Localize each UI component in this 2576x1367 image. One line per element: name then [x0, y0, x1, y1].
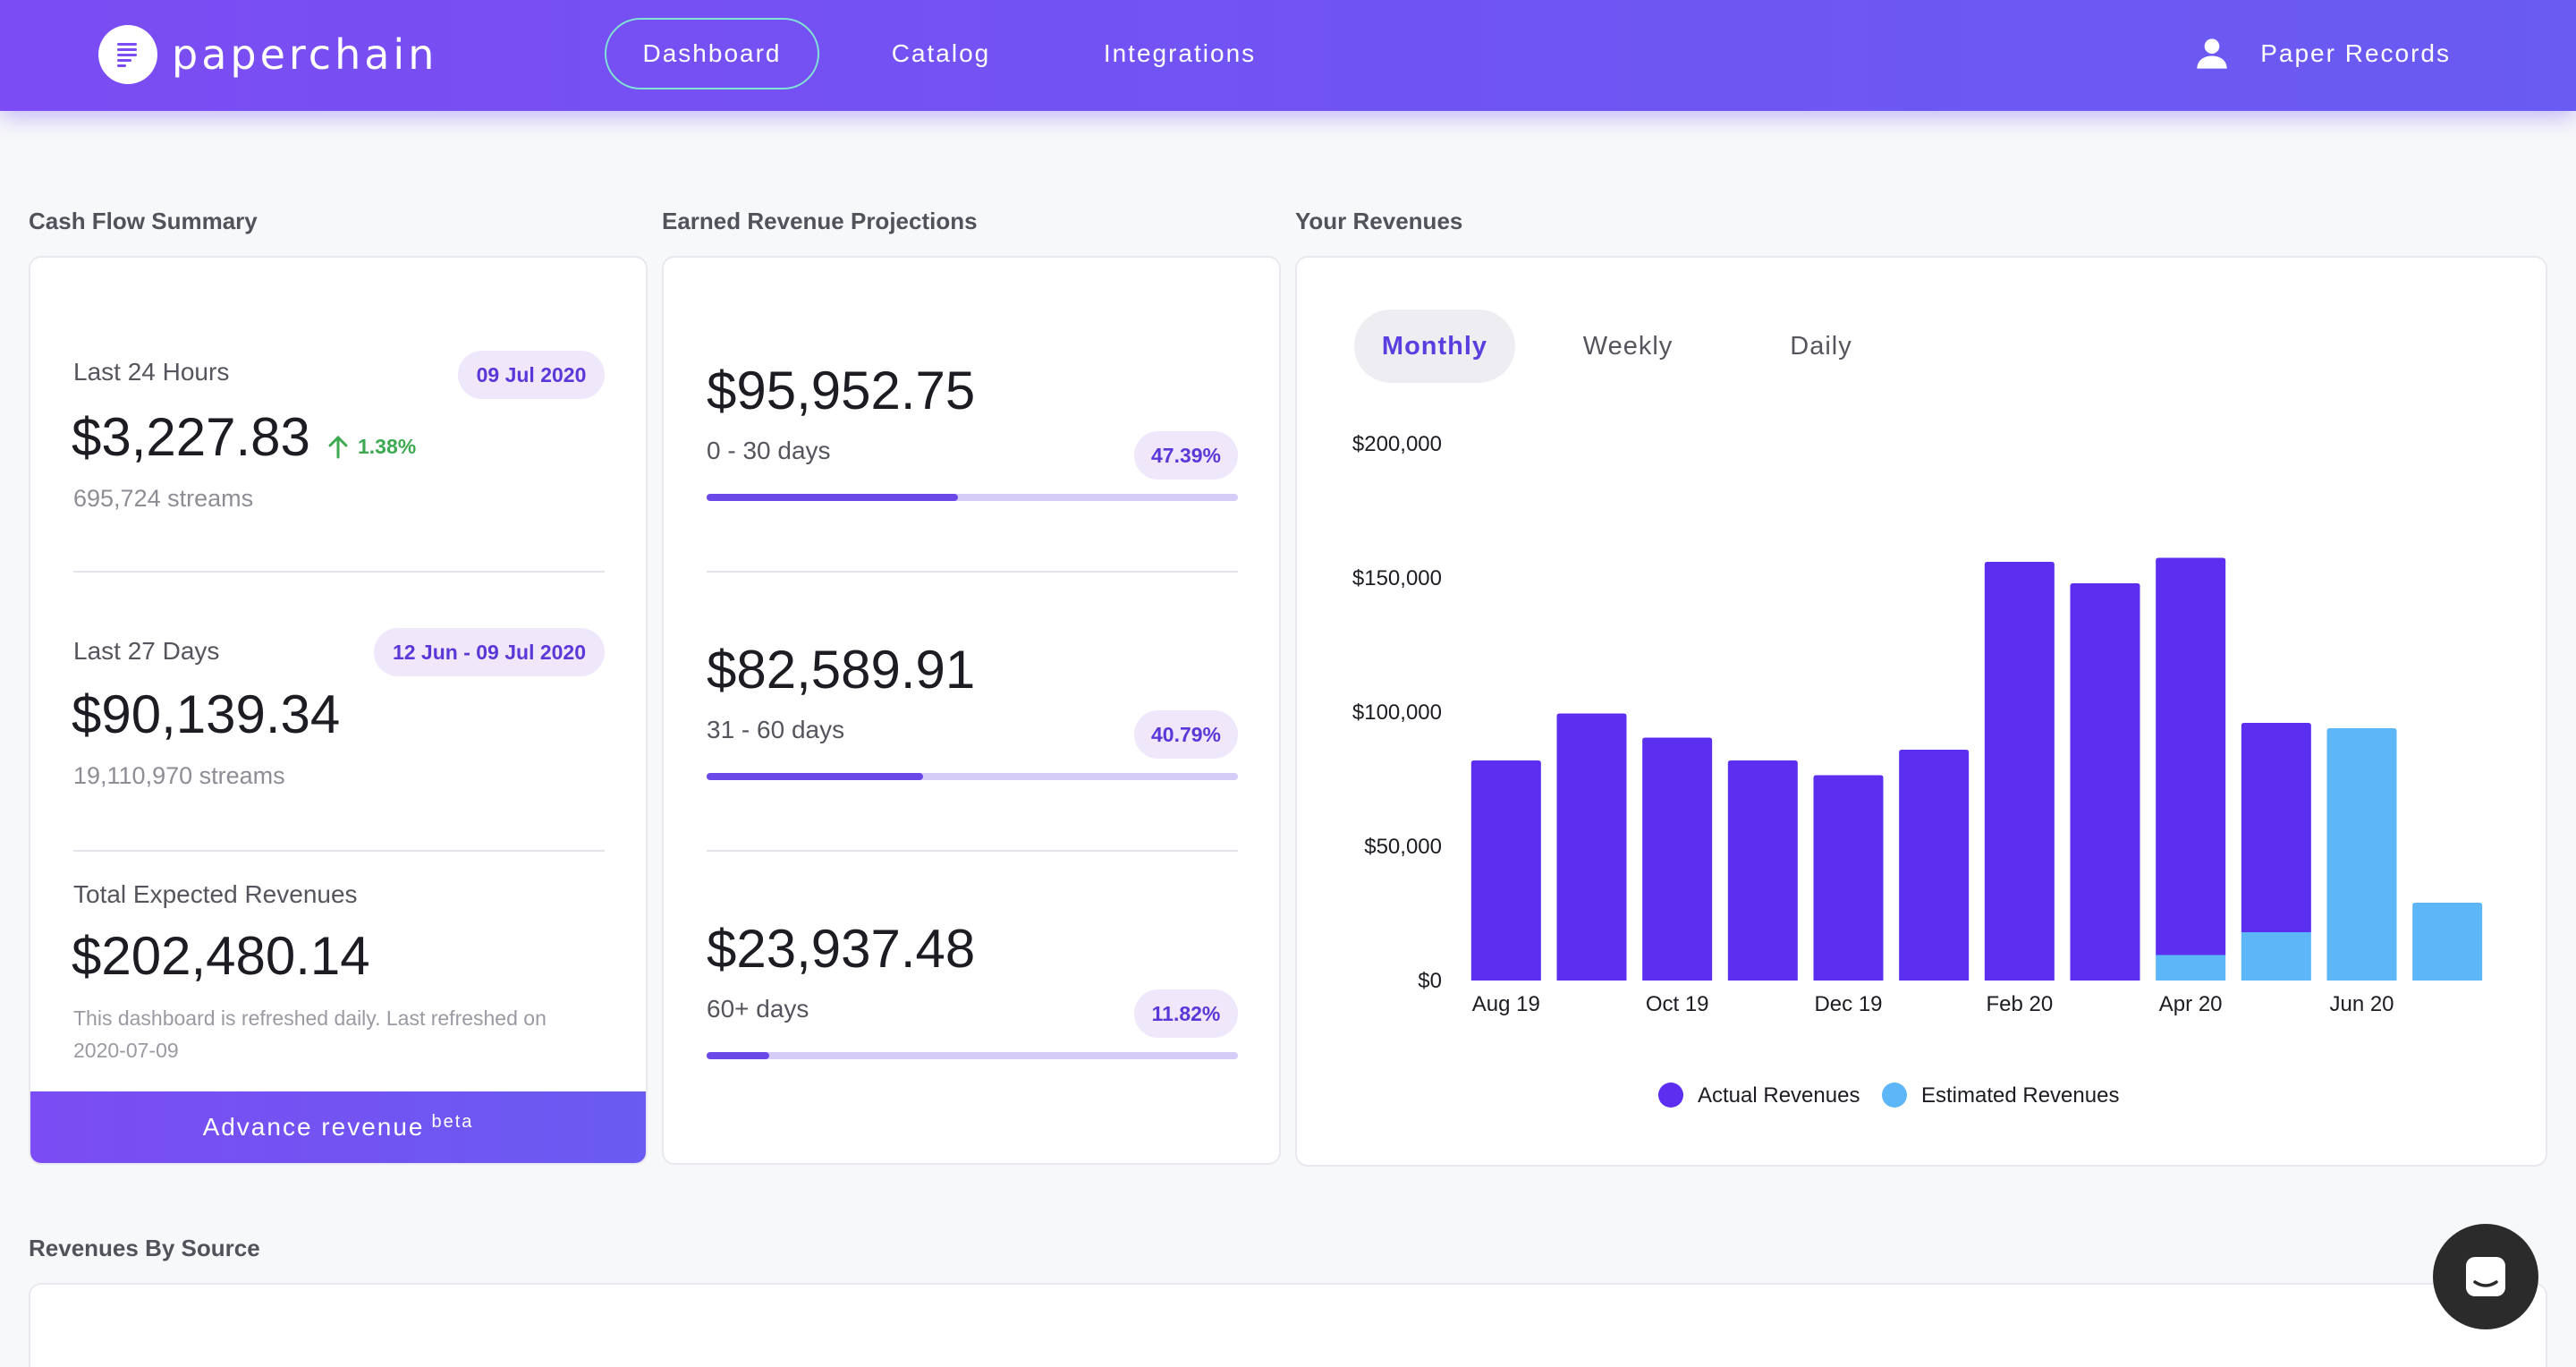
divider	[707, 571, 1238, 573]
actual-revenue-bar	[1984, 562, 2055, 981]
projection-progress-fill	[707, 773, 924, 780]
actual-revenue-bar	[1642, 737, 1713, 981]
tab-monthly[interactable]: Monthly	[1354, 310, 1515, 383]
projection-percent-badge: 40.79%	[1134, 710, 1238, 759]
logo[interactable]: paperchain	[98, 25, 437, 84]
top-navigation-bar: paperchain Dashboard Catalog Integration…	[0, 0, 2576, 111]
user-menu[interactable]: Paper Records	[2194, 25, 2451, 82]
advance-revenue-label: Advance revenue	[202, 1113, 425, 1141]
paperchain-logo-icon	[98, 25, 157, 84]
cash-flow-title: Cash Flow Summary	[29, 208, 258, 234]
user-name: Paper Records	[2260, 39, 2451, 67]
projection-range: 31 - 60 days	[707, 716, 845, 743]
change-percent: 1.38%	[358, 435, 417, 458]
last-24-hours-date-badge: 09 Jul 2020	[458, 351, 605, 399]
projection-progress-fill	[707, 494, 959, 501]
legend-estimated-label: Estimated Revenues	[1921, 1083, 2119, 1108]
projection-amount: $23,937.48	[707, 919, 976, 979]
total-expected-label: Total Expected Revenues	[73, 880, 358, 908]
x-tick-label: Oct 19	[1646, 992, 1709, 1016]
projection-progress-track	[707, 1052, 1238, 1059]
projection-percent-badge: 11.82%	[1134, 989, 1238, 1038]
x-tick-label: Dec 19	[1814, 992, 1882, 1016]
actual-revenue-bar	[1727, 760, 1798, 981]
x-tick-label: Aug 19	[1472, 992, 1540, 1016]
nav-catalog[interactable]: Catalog	[891, 39, 991, 67]
revenues-title: Your Revenues	[1295, 208, 1463, 234]
x-tick-label: Apr 20	[2159, 992, 2223, 1016]
last-24-hours-amount: $3,227.83	[72, 407, 310, 467]
actual-revenue-bar	[1556, 713, 1627, 981]
last-24-hours-label: Last 24 Hours	[73, 358, 230, 386]
actual-revenue-bar	[2156, 557, 2226, 955]
projection-amount: $82,589.91	[707, 640, 976, 700]
nav-integrations[interactable]: Integrations	[1103, 39, 1257, 67]
logo-text: paperchain	[172, 30, 438, 79]
change-indicator: 1.38%	[327, 435, 416, 459]
last-27-days-streams: 19,110,970 streams	[73, 762, 285, 789]
divider	[73, 571, 605, 573]
actual-revenue-bar	[2070, 583, 2140, 981]
beta-tag: beta	[431, 1111, 474, 1132]
projection-range: 0 - 30 days	[707, 437, 831, 464]
refresh-note: This dashboard is refreshed daily. Last …	[73, 1006, 547, 1062]
user-icon	[2197, 38, 2227, 69]
actual-revenue-bar	[1470, 760, 1541, 981]
total-expected-amount: $202,480.14	[72, 926, 370, 986]
projection-progress-fill	[707, 1052, 770, 1059]
divider	[73, 850, 605, 852]
tab-weekly[interactable]: Weekly	[1582, 331, 1674, 361]
nav-dashboard[interactable]: Dashboard	[605, 18, 819, 89]
x-tick-label: Jun 20	[2329, 992, 2394, 1016]
chat-launcher-button[interactable]	[2433, 1224, 2538, 1329]
divider	[707, 850, 1238, 852]
tab-daily[interactable]: Daily	[1790, 331, 1852, 361]
y-tick-label: $150,000	[1352, 566, 1442, 590]
chat-icon	[2466, 1257, 2505, 1296]
y-tick-label: $100,000	[1352, 700, 1442, 725]
projections-card: $95,952.75 0 - 30 days 47.39% $82,589.91…	[662, 256, 1281, 1165]
last-24-hours-streams: 695,724 streams	[73, 485, 254, 512]
cash-flow-card: Last 24 Hours 09 Jul 2020 $3,227.83 1.38…	[29, 256, 648, 1165]
last-27-days-label: Last 27 Days	[73, 637, 220, 665]
actual-revenue-bar	[2241, 723, 2311, 932]
projection-progress-track	[707, 773, 1238, 780]
projection-range: 60+ days	[707, 995, 809, 1023]
y-tick-label: $200,000	[1352, 432, 1442, 456]
actual-revenue-bar	[1899, 750, 1970, 981]
advance-revenue-button[interactable]: Advance revenue beta	[30, 1091, 646, 1163]
projection-progress-track	[707, 494, 1238, 501]
legend-actual-label: Actual Revenues	[1698, 1083, 1860, 1108]
estimated-revenue-bar	[2241, 932, 2311, 981]
estimated-revenue-bar	[2326, 728, 2397, 981]
x-tick-label: Feb 20	[1986, 992, 2053, 1016]
projection-percent-badge: 47.39%	[1134, 431, 1238, 480]
legend-actual-marker	[1658, 1083, 1683, 1108]
estimated-revenue-bar	[2156, 955, 2226, 981]
y-tick-label: $50,000	[1364, 835, 1442, 859]
revenues-by-source-title: Revenues By Source	[29, 1235, 260, 1261]
arrow-up-icon	[328, 435, 348, 458]
projection-amount: $95,952.75	[707, 361, 976, 420]
y-tick-label: $0	[1418, 969, 1442, 993]
last-27-days-date-badge: 12 Jun - 09 Jul 2020	[374, 628, 605, 676]
revenues-by-source-card	[29, 1283, 2547, 1367]
actual-revenue-bar	[1813, 775, 1884, 981]
legend-estimated-marker	[1882, 1083, 1907, 1108]
projections-title: Earned Revenue Projections	[662, 208, 978, 234]
revenues-card	[1295, 256, 2547, 1167]
last-27-days-amount: $90,139.34	[72, 684, 341, 744]
estimated-revenue-bar	[2412, 903, 2483, 981]
revenues-bar-chart: $0 $50,000 $100,000 $150,000 $200,000 Aug 19 O…	[1352, 432, 2483, 1108]
